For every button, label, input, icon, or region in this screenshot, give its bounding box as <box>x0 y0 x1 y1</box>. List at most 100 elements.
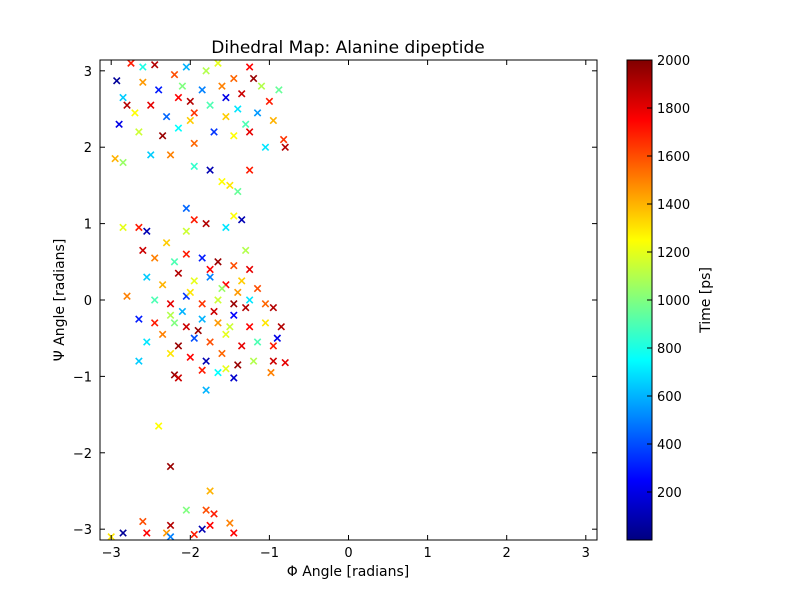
scatter-point <box>166 311 175 320</box>
scatter-point <box>241 120 250 129</box>
scatter-point <box>158 131 167 140</box>
scatter-point <box>206 338 214 346</box>
scatter-point <box>143 273 151 281</box>
scatter-point <box>135 223 143 232</box>
colorbar-tick-label: 1800 <box>657 102 690 117</box>
colorbar-tick-label: 200 <box>657 486 682 501</box>
scatter-point <box>214 296 222 304</box>
scatter-point <box>237 89 246 98</box>
scatter-point <box>230 300 238 308</box>
scatter-point <box>218 177 226 186</box>
scatter-point <box>139 63 147 71</box>
scatter-point <box>233 105 242 113</box>
scatter-point <box>261 300 270 308</box>
scatter-point <box>230 131 238 140</box>
scatter-point <box>190 109 199 117</box>
scatter-point <box>230 212 238 220</box>
scatter-point <box>182 204 191 213</box>
scatter-point <box>182 250 191 258</box>
scatter-point <box>230 74 238 83</box>
scatter-point <box>150 60 159 69</box>
colorbar-tick-label: 2000 <box>657 54 690 69</box>
scatter-point <box>143 529 151 537</box>
scatter-point <box>182 506 191 514</box>
scatter-point <box>202 219 210 228</box>
scatter-point <box>257 82 266 90</box>
scatter-point <box>261 319 270 327</box>
scatter-point <box>127 60 135 67</box>
scatter-point <box>182 63 191 71</box>
scatter-point <box>190 216 199 224</box>
scatter-point <box>214 319 222 327</box>
scatter-point <box>112 76 121 85</box>
scatter-point <box>230 374 238 382</box>
scatter-point <box>222 364 230 373</box>
scatter-point <box>233 187 242 196</box>
scatter-point <box>174 269 183 278</box>
scatter-point <box>198 86 206 94</box>
scatter-point <box>150 254 159 262</box>
scatter-point <box>269 342 278 350</box>
scatter-point <box>210 307 218 316</box>
scatter-point <box>190 139 199 148</box>
colorbar-tick-label: 800 <box>657 342 682 357</box>
y-tick-label: 0 <box>84 294 92 309</box>
scatter-point <box>182 322 191 331</box>
scatter-point <box>131 109 139 117</box>
colorbar-tick-label: 1400 <box>657 198 690 213</box>
scatter-point <box>174 342 183 350</box>
scatter-point <box>139 78 147 87</box>
scatter-point <box>158 330 167 339</box>
scatter-point <box>206 101 214 109</box>
scatter-point <box>269 116 278 125</box>
scatter-point <box>230 311 238 320</box>
scatter-point <box>202 357 210 365</box>
scatter-point <box>123 292 131 300</box>
scatter-point <box>115 120 123 129</box>
scatter-point <box>194 326 202 335</box>
scatter-point <box>275 86 283 94</box>
scatter-point <box>190 162 199 171</box>
scatter-point <box>202 67 210 75</box>
scatter-point <box>170 319 179 327</box>
colorbar-label: Time [ps] <box>698 267 714 334</box>
scatter-point <box>150 319 159 327</box>
colorbar-tick-label: 400 <box>657 438 682 453</box>
scatter-point <box>198 315 206 323</box>
plot-frame <box>99 59 598 541</box>
scatter-point <box>265 97 274 106</box>
scatter-point <box>119 93 127 102</box>
scatter-point <box>198 254 206 262</box>
scatter-point <box>230 261 238 270</box>
scatter-point <box>202 386 210 394</box>
y-axis: −3 −2 −1 0 1 2 3 <box>73 65 597 538</box>
scatter-point <box>253 109 262 117</box>
scatter-point <box>158 280 167 289</box>
y-tick-label: −2 <box>73 447 92 462</box>
scatter-point <box>218 284 226 293</box>
scatter-point <box>170 70 179 79</box>
scatter-point <box>206 487 214 495</box>
scatter-point <box>166 533 175 540</box>
scatter-point <box>178 82 187 90</box>
colorbar: 200 400 600 800 1000 1200 1400 1600 1800 2000 Tim… <box>626 54 714 541</box>
scatter-point <box>119 529 127 537</box>
scatter-point <box>190 334 199 342</box>
scatter-point <box>186 288 195 297</box>
x-tick-label: 0 <box>344 546 352 561</box>
scatter-point <box>202 506 210 514</box>
y-tick-label: −3 <box>73 523 92 538</box>
scatter-point <box>233 288 242 297</box>
colorbar-tick-label: 600 <box>657 390 682 405</box>
scatter-point <box>245 128 254 136</box>
scatter-point <box>269 303 278 312</box>
scatter-point <box>119 223 127 232</box>
scatter-point <box>139 517 147 526</box>
scatter-point <box>135 357 143 365</box>
scatter-point <box>281 358 289 367</box>
scatter-point <box>143 227 151 236</box>
scatter-point <box>218 349 226 358</box>
scatter-point <box>206 265 214 274</box>
scatter-point <box>186 353 195 362</box>
scatter-point <box>166 462 175 471</box>
